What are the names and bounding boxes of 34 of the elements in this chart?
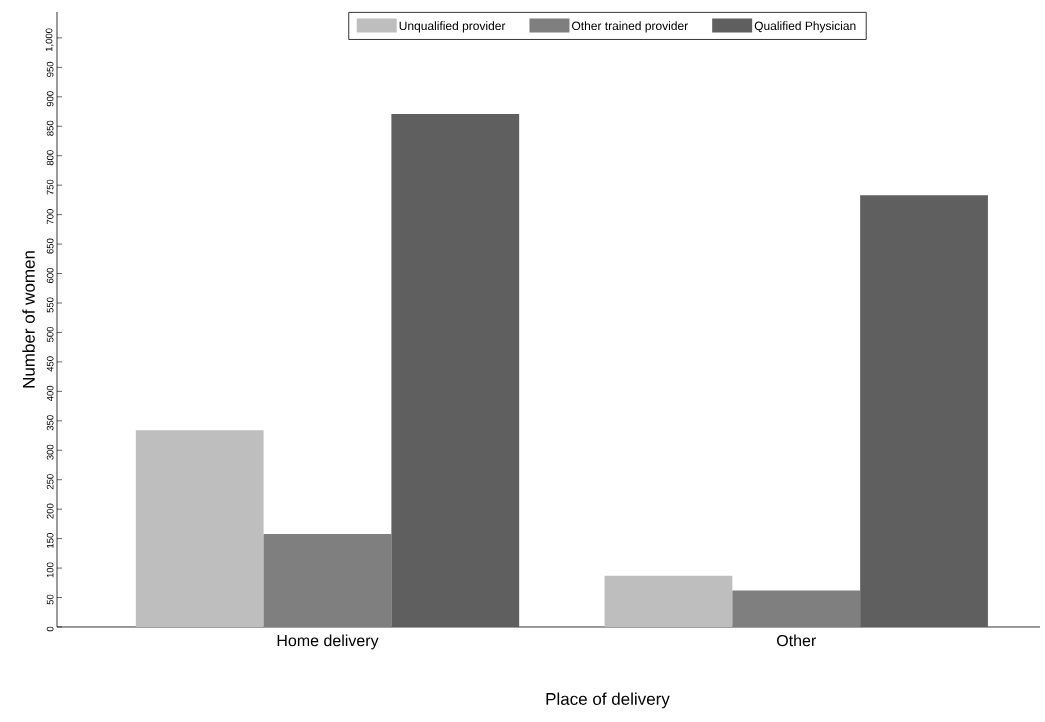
legend-label: Qualified Physician bbox=[754, 21, 856, 33]
legend-label: Other trained provider bbox=[572, 21, 688, 33]
y-tick-label: 150 bbox=[46, 533, 54, 548]
y-tick-label: 500 bbox=[46, 326, 54, 342]
y-tick-label: 1,000 bbox=[45, 28, 54, 52]
y-tick-label: 850 bbox=[46, 120, 54, 136]
y-tick-label: 200 bbox=[46, 503, 54, 519]
y-tick-label: 400 bbox=[46, 385, 54, 402]
y-tick-label: 700 bbox=[46, 209, 54, 225]
y-tick-label: 100 bbox=[46, 562, 54, 578]
y-tick-label: 900 bbox=[46, 91, 54, 107]
y-tick-label: 750 bbox=[46, 179, 54, 195]
bar bbox=[135, 430, 264, 627]
y-tick-label: 50 bbox=[46, 594, 54, 605]
bar bbox=[604, 575, 733, 627]
bar bbox=[391, 113, 520, 627]
bar bbox=[263, 533, 392, 627]
x-tick-label: Other bbox=[777, 634, 816, 647]
y-tick-label: 250 bbox=[46, 474, 54, 490]
y-tick-label: 800 bbox=[46, 150, 54, 166]
y-tick-label: 300 bbox=[46, 444, 54, 460]
x-tick-label: Home delivery bbox=[277, 634, 379, 650]
bar bbox=[732, 590, 861, 627]
y-tick-label: 350 bbox=[46, 415, 54, 431]
y-tick-label: 0 bbox=[46, 626, 54, 632]
x-axis-title: Place of delivery bbox=[546, 692, 670, 709]
y-tick-label: 550 bbox=[46, 297, 54, 313]
y-tick-label: 450 bbox=[46, 356, 54, 372]
y-axis-title: Number of women bbox=[22, 251, 35, 388]
y-tick-label: 600 bbox=[46, 267, 54, 283]
y-tick-label: 950 bbox=[46, 61, 54, 77]
y-tick-label: 650 bbox=[46, 238, 54, 254]
legend-label: Unqualified provider bbox=[399, 21, 506, 33]
bar bbox=[860, 195, 988, 627]
